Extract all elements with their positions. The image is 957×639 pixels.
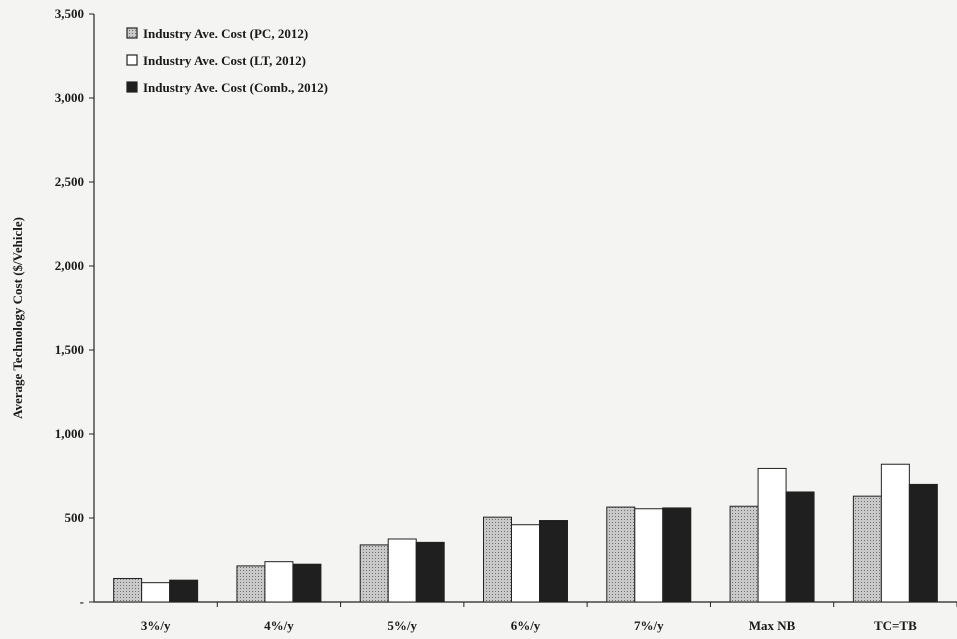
bar-comb <box>169 579 199 603</box>
y-tick-label: 3,000 <box>55 90 84 105</box>
x-tick-label: 5%/y <box>387 618 417 633</box>
bar-pc <box>483 516 512 603</box>
y-tick-label: 1,500 <box>55 342 84 357</box>
y-axis-label-group: Average Technology Cost ($/Vehicle) <box>10 217 25 419</box>
y-axis-label: Average Technology Cost ($/Vehicle) <box>10 217 25 419</box>
bar-pc <box>606 506 636 603</box>
bar-lt <box>634 508 664 603</box>
y-tick-label: 1,000 <box>55 426 84 441</box>
bar-comb <box>785 491 815 603</box>
x-tick-label: 3%/y <box>141 618 171 633</box>
y-tick-label: 500 <box>65 510 85 525</box>
legend-swatch <box>126 54 138 66</box>
bar-comb <box>662 507 692 603</box>
bar-pc <box>852 495 882 603</box>
bar-lt <box>387 538 417 603</box>
y-tick-label: - <box>80 594 84 609</box>
bar-comb <box>539 520 568 603</box>
y-axis-ticks: - 500 1,000 1,500 2,000 2,500 3,000 3,500 <box>55 6 94 609</box>
legend: Industry Ave. Cost (PC, 2012) Industry Av… <box>126 26 328 95</box>
y-tick-label: 2,500 <box>55 174 84 189</box>
bar-lt <box>141 582 171 603</box>
legend-label: Industry Ave. Cost (Comb., 2012) <box>143 80 328 95</box>
x-axis-labels: 3%/y 4%/y 5%/y 6%/y 7%/y Max NB TC=TB <box>141 618 917 633</box>
y-tick-label: 2,000 <box>55 258 84 273</box>
bar-comb <box>292 563 322 603</box>
legend-label: Industry Ave. Cost (LT, 2012) <box>143 53 306 68</box>
bar-lt <box>757 467 787 603</box>
x-tick-label: 7%/y <box>634 618 664 633</box>
bar-lt <box>264 561 294 603</box>
bar-pc <box>729 505 759 603</box>
legend-label: Industry Ave. Cost (PC, 2012) <box>143 26 308 41</box>
bar-comb <box>908 483 938 603</box>
axes <box>93 14 957 603</box>
legend-swatch <box>126 27 138 39</box>
x-tick-label: Max NB <box>749 618 796 633</box>
x-tick-label: 6%/y <box>511 618 541 633</box>
bar-lt <box>880 463 910 603</box>
bar-comb <box>415 541 445 603</box>
bar-pc <box>236 565 266 603</box>
bar-pc <box>359 544 389 603</box>
bar-pc <box>113 577 143 603</box>
y-tick-label: 3,500 <box>55 6 84 21</box>
legend-swatch <box>126 81 138 93</box>
bars <box>113 463 957 607</box>
x-tick-label: TC=TB <box>874 618 917 633</box>
bar-lt <box>511 524 540 603</box>
x-tick-label: 4%/y <box>264 618 294 633</box>
